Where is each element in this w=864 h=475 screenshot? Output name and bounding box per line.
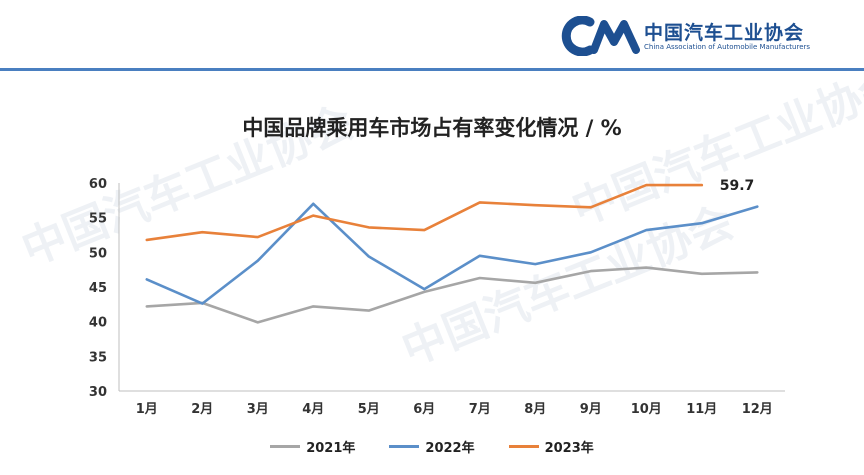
header: 中国汽车工业协会 China Association of Automobile… [0,0,864,71]
x-tick-label: 4月 [302,402,324,417]
chart-legend: 2021年 2022年 2023年 [0,437,864,456]
x-tick-label: 1月 [136,402,158,417]
x-tick-label: 5月 [358,402,380,417]
x-tick-label: 3月 [247,402,269,417]
legend-item: 2021年 [270,437,355,456]
x-tick-label: 9月 [580,402,602,417]
org-name-en: China Association of Automobile Manufact… [644,43,811,51]
x-tick-label: 7月 [469,402,491,417]
legend-label: 2022年 [425,441,475,456]
legend-label: 2021年 [306,441,356,456]
legend-swatch [508,445,539,448]
y-tick-label: 60 [89,177,107,192]
y-tick-label: 55 [89,212,107,227]
legend-label: 2023年 [544,441,594,456]
legend-swatch [270,445,301,448]
legend-swatch [389,445,420,448]
caam-logo: 中国汽车工业协会 China Association of Automobile… [560,14,860,60]
legend-item: 2022年 [389,437,475,456]
caam-logo-mark-icon [561,16,640,56]
x-tick-label: 8月 [524,402,546,417]
data-label: 59.7 [720,178,755,194]
legend-item: 2023年 [508,437,594,456]
y-tick-label: 30 [89,385,107,400]
x-tick-label: 11月 [686,402,717,417]
org-name-cn: 中国汽车工业协会 [644,22,805,44]
x-tick-label: 12月 [742,402,773,417]
y-tick-label: 35 [89,350,107,365]
x-tick-label: 2月 [191,402,213,417]
x-tick-label: 6月 [413,402,435,417]
x-tick-label: 10月 [631,402,662,417]
chart-title: 中国品牌乘用车市场占有率变化情况 / % [242,116,622,140]
y-tick-label: 40 [89,316,107,331]
series-line-2021年 [145,266,759,324]
y-tick-label: 45 [89,281,107,296]
y-tick-label: 50 [89,246,107,261]
series-line-2023年 [145,183,704,242]
header-divider [0,68,864,71]
series-line-2022年 [145,202,759,305]
